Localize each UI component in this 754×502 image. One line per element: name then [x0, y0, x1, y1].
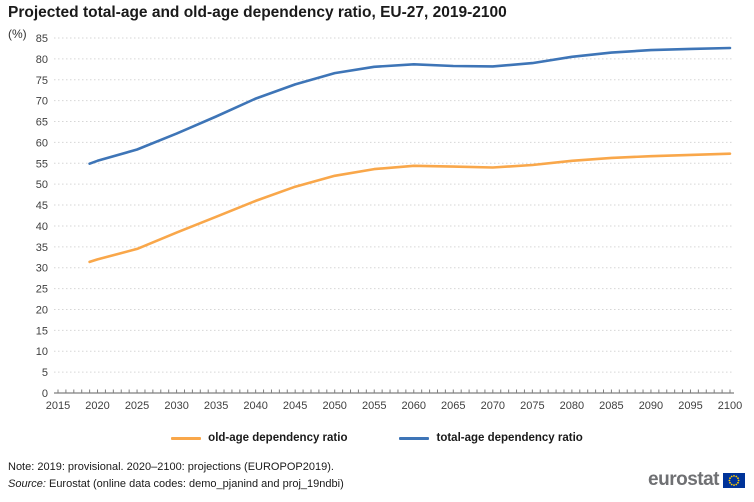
y-tick-label: 55 [36, 158, 48, 170]
x-tick-label: 2090 [639, 400, 663, 412]
y-tick-label: 15 [36, 325, 48, 337]
series-line-old-age [88, 152, 732, 264]
eu-flag-icon [723, 472, 745, 488]
y-tick-label: 85 [36, 33, 48, 45]
source-text: Source: Eurostat (online data codes: dem… [8, 478, 344, 490]
y-tick-label: 30 [36, 263, 48, 275]
y-tick-label: 70 [36, 96, 48, 108]
x-tick-label: 2015 [46, 400, 70, 412]
y-tick-label: 5 [42, 367, 48, 379]
eu-flag-star [737, 476, 739, 479]
x-tick-label: 2075 [520, 400, 544, 412]
y-tick-label: 80 [36, 54, 48, 66]
eu-flag-star [737, 479, 740, 481]
x-tick-label: 2080 [560, 400, 584, 412]
chart-title: Projected total-age and old-age dependen… [8, 4, 507, 21]
eu-flag-star [728, 479, 731, 481]
y-axis-unit-label: (%) [8, 27, 27, 41]
y-tick-label: 35 [36, 242, 48, 254]
y-tick-label: 65 [36, 117, 48, 129]
x-tick-label: 2085 [599, 400, 623, 412]
x-tick-label: 2040 [243, 400, 267, 412]
x-tick-label: 2020 [85, 400, 109, 412]
x-tick-label: 2055 [362, 400, 386, 412]
eurostat-logo-text: eurostat [648, 469, 719, 490]
eu-flag-star [735, 475, 738, 477]
y-tick-label: 75 [36, 75, 48, 87]
legend-item-old-age: old-age dependency ratio [171, 432, 347, 444]
source-prefix: Source: [8, 478, 46, 490]
source-rest: Eurostat (online data codes: demo_pjanin… [45, 478, 344, 490]
x-tick-label: 2060 [402, 400, 426, 412]
eu-flag-star [733, 474, 735, 477]
total-age-line-swatch [399, 436, 430, 440]
eurostat-logo: eurostat [648, 469, 745, 491]
x-tick-label: 2045 [283, 400, 307, 412]
eu-flag-star [737, 481, 739, 484]
x-tick-label: 2050 [322, 400, 346, 412]
y-tick-label: 50 [36, 179, 48, 191]
eu-flag-star [730, 483, 733, 485]
legend-label-old-age: old-age dependency ratio [208, 432, 348, 444]
eu-flag-star [733, 483, 735, 486]
x-tick-label: 2100 [718, 400, 742, 412]
x-tick-label: 2035 [204, 400, 228, 412]
y-tick-label: 0 [42, 388, 48, 400]
eu-flag-star [729, 476, 731, 479]
eu-flag-star [729, 481, 731, 484]
y-tick-label: 45 [36, 200, 48, 212]
y-tick-label: 20 [36, 304, 48, 316]
old-age-line-swatch [171, 436, 202, 440]
y-tick-label: 25 [36, 284, 48, 296]
y-tick-label: 40 [36, 221, 48, 233]
x-tick-label: 2030 [164, 400, 188, 412]
x-tick-label: 2070 [481, 400, 505, 412]
x-tick-label: 2095 [678, 400, 702, 412]
y-tick-label: 60 [36, 137, 48, 149]
legend-label-total-age: total-age dependency ratio [436, 432, 583, 444]
legend-item-total-age: total-age dependency ratio [399, 432, 583, 444]
eu-flag-star [730, 475, 733, 477]
x-tick-label: 2025 [125, 400, 149, 412]
y-tick-label: 10 [36, 346, 48, 358]
series-line-total-age [88, 46, 732, 165]
eu-flag-star [735, 483, 738, 485]
note-text: Note: 2019: provisional. 2020–2100: proj… [8, 461, 334, 473]
x-tick-label: 2065 [441, 400, 465, 412]
chart-legend: old-age dependency ratio total-age depen… [0, 432, 754, 444]
